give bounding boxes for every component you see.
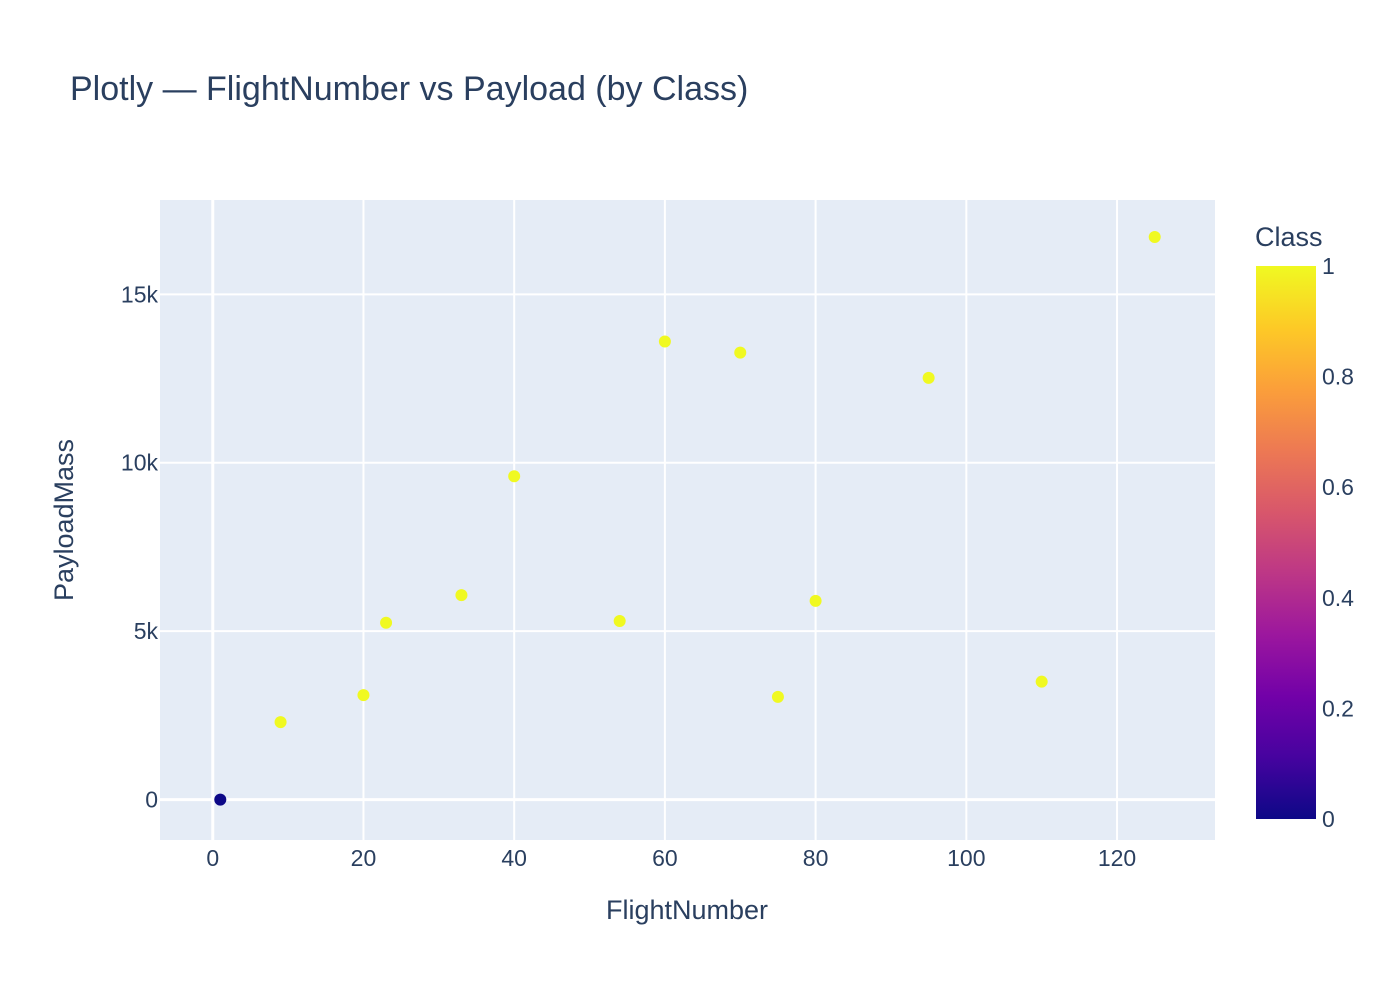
x-tick-label: 20	[351, 845, 377, 871]
data-point	[357, 689, 370, 702]
x-tick-label: 60	[652, 845, 678, 871]
x-tick-label: 120	[1098, 845, 1136, 871]
data-point	[1148, 231, 1161, 244]
x-tick-label: 40	[501, 845, 527, 871]
colorbar-tick-label: 0	[1322, 806, 1335, 832]
y-tick-label: 10k	[121, 450, 159, 476]
x-tick-label: 0	[206, 845, 219, 871]
data-point	[613, 615, 626, 628]
y-axis-title: PayloadMass	[49, 439, 79, 601]
colorbar: Class 0 0.2 0.4 0.6 0.8 1	[1255, 222, 1354, 832]
chart-title: Plotly — FlightNumber vs Payload (by Cla…	[70, 70, 748, 108]
colorbar-gradient	[1256, 266, 1316, 819]
data-points	[214, 231, 1161, 806]
data-point	[214, 793, 227, 806]
data-point	[658, 335, 671, 348]
data-point	[380, 616, 393, 629]
colorbar-ticks: 0 0.2 0.4 0.6 0.8 1	[1322, 253, 1354, 832]
y-tick-label: 5k	[134, 618, 159, 644]
y-tick-label: 0	[145, 787, 158, 813]
x-axis-title: FlightNumber	[606, 895, 768, 925]
colorbar-tick-label: 0.2	[1322, 695, 1354, 721]
colorbar-tick-label: 0.8	[1322, 364, 1354, 390]
grid-lines	[160, 200, 1215, 840]
x-tick-label: 80	[803, 845, 829, 871]
y-axis-ticks: 0 5k 10k 15k	[121, 281, 159, 812]
data-point	[734, 346, 747, 359]
x-tick-label: 100	[947, 845, 985, 871]
colorbar-tick-label: 0.4	[1322, 585, 1354, 611]
data-point	[1035, 675, 1048, 688]
colorbar-tick-label: 0.6	[1322, 474, 1354, 500]
data-point	[274, 716, 287, 729]
data-point	[922, 371, 935, 384]
data-point	[809, 594, 822, 607]
colorbar-tick-label: 1	[1322, 253, 1335, 279]
data-point	[455, 589, 468, 602]
data-point	[771, 690, 784, 703]
data-point	[508, 470, 521, 483]
plot-area	[160, 200, 1215, 840]
y-tick-label: 15k	[121, 281, 159, 307]
colorbar-title: Class	[1255, 222, 1323, 252]
x-axis-ticks: 0 20 40 60 80 100 120	[206, 845, 1136, 871]
